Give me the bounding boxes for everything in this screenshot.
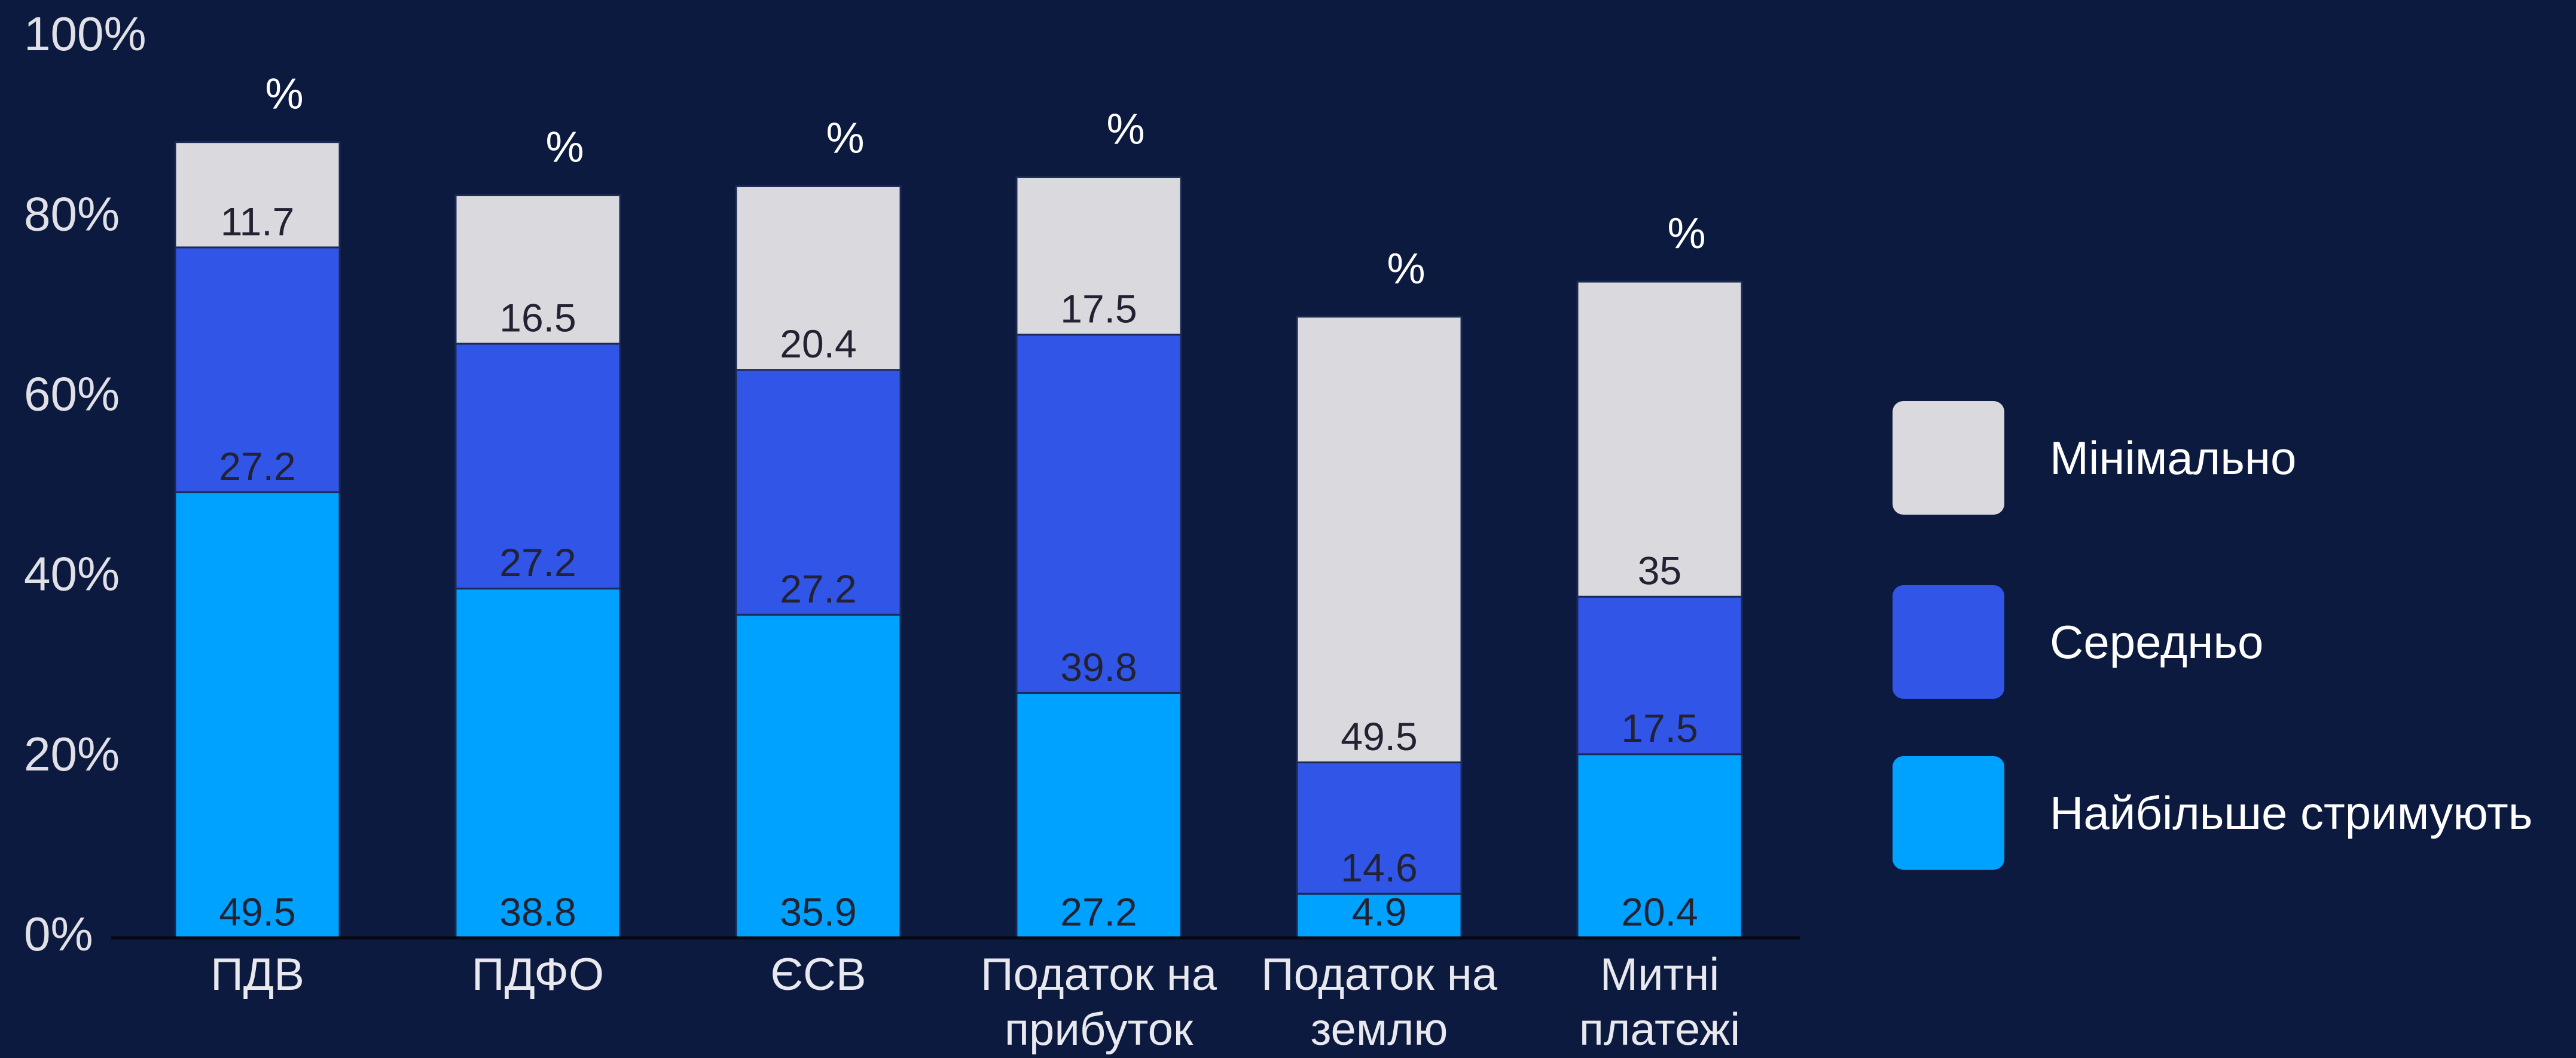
bar-segment bbox=[735, 613, 902, 939]
data-label: 35 bbox=[1638, 549, 1681, 593]
data-label: 27.2 bbox=[499, 540, 576, 585]
bar-segment bbox=[1576, 595, 1743, 756]
bar-segment bbox=[174, 491, 341, 939]
data-label: 49.5 bbox=[219, 889, 295, 934]
legend-swatch bbox=[1893, 756, 2004, 870]
data-label: 35.9 bbox=[780, 889, 856, 934]
bar-segment bbox=[1015, 334, 1182, 694]
legend-swatch bbox=[1893, 585, 2004, 699]
y-tick-label: 20% bbox=[24, 727, 120, 781]
x-tick-label: ПДФО bbox=[471, 949, 605, 1000]
x-tick-label: ЄСВ bbox=[770, 949, 866, 1000]
data-label: 20.4 bbox=[1621, 889, 1698, 934]
legend-label: Середньо bbox=[2050, 616, 2264, 668]
top-label: % bbox=[265, 71, 303, 118]
data-label: 27.2 bbox=[219, 444, 295, 488]
top-label: % bbox=[1106, 105, 1144, 153]
top-label: % bbox=[1387, 245, 1425, 293]
data-label: 14.6 bbox=[1341, 846, 1417, 890]
data-label: 17.5 bbox=[1621, 706, 1698, 750]
x-tick-label: Податок на прибуток bbox=[981, 949, 1217, 1055]
data-label: 38.8 bbox=[499, 889, 576, 934]
data-label: 11.7 bbox=[221, 199, 295, 243]
data-label: 39.8 bbox=[1060, 645, 1137, 689]
y-tick-label: 0% bbox=[24, 907, 93, 961]
top-label: % bbox=[826, 115, 864, 163]
bar-segment bbox=[1296, 761, 1463, 895]
x-tick-label: Податок на землю bbox=[1261, 949, 1497, 1055]
bar-segment bbox=[1296, 892, 1463, 939]
data-label: 27.2 bbox=[1060, 889, 1137, 934]
y-tick-label: 60% bbox=[24, 368, 120, 421]
bar-segment bbox=[1576, 753, 1743, 939]
data-label: 16.5 bbox=[499, 295, 576, 340]
data-label: 4.9 bbox=[1352, 889, 1407, 934]
bar-segment bbox=[1296, 316, 1463, 763]
bar-segment bbox=[174, 246, 341, 494]
bar-segment bbox=[1576, 280, 1743, 598]
data-label: 17.5 bbox=[1060, 286, 1137, 331]
bar-segment bbox=[735, 369, 902, 616]
bar-segment bbox=[454, 588, 621, 939]
y-tick-label: 100% bbox=[24, 7, 146, 60]
legend-swatch bbox=[1893, 401, 2004, 515]
x-tick-label: Митні платежі bbox=[1579, 949, 1741, 1055]
top-label: % bbox=[545, 124, 584, 172]
top-label: % bbox=[1667, 210, 1705, 258]
data-label: 20.4 bbox=[780, 322, 856, 366]
bar-segment bbox=[1015, 692, 1182, 939]
bar-segment bbox=[1015, 176, 1182, 336]
x-tick-label: ПДВ bbox=[210, 949, 304, 1000]
data-label: 27.2 bbox=[780, 567, 856, 611]
bar-segment bbox=[174, 141, 341, 249]
data-label: 49.5 bbox=[1341, 714, 1417, 759]
y-tick-label: 80% bbox=[24, 187, 120, 240]
bar-segment bbox=[735, 185, 902, 371]
y-tick-label: 40% bbox=[24, 548, 120, 601]
bar-segment bbox=[454, 194, 621, 345]
legend-label: Мінімально bbox=[2050, 432, 2297, 484]
legend-label: Найбільше стримують bbox=[2050, 787, 2533, 839]
